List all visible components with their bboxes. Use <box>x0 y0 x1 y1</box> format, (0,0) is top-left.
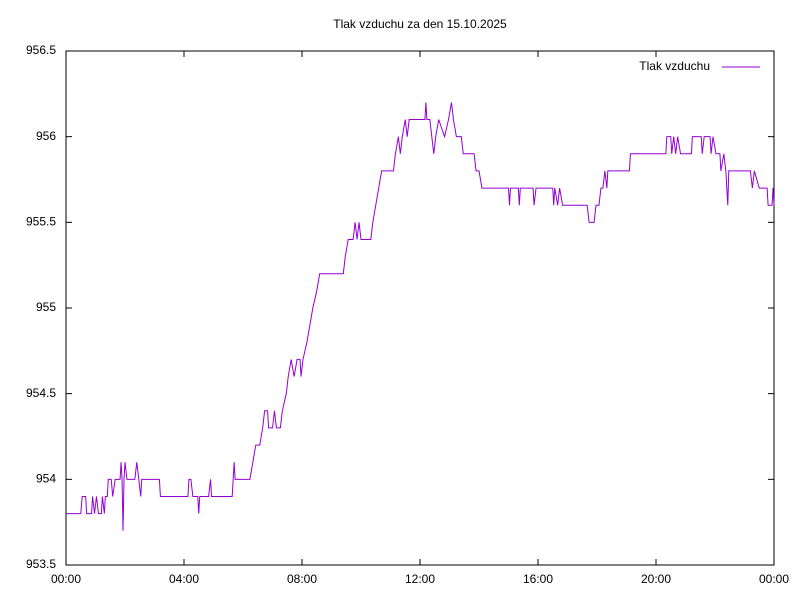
x-tick-label: 12:00 <box>405 572 435 586</box>
legend-label: Tlak vzduchu <box>639 59 710 73</box>
y-tick-label: 954.5 <box>26 386 56 400</box>
x-tick-label: 00:00 <box>759 572 789 586</box>
x-tick-label: 08:00 <box>287 572 317 586</box>
data-line <box>66 102 775 531</box>
y-tick-label: 955 <box>36 300 56 314</box>
x-tick-label: 16:00 <box>523 572 553 586</box>
y-tick-label: 953.5 <box>26 557 56 571</box>
chart-title: Tlak vzduchu za den 15.10.2025 <box>333 17 507 31</box>
y-tick-label: 954 <box>36 472 56 486</box>
y-tick-label: 956.5 <box>26 43 56 57</box>
y-tick-label: 955.5 <box>26 215 56 229</box>
x-tick-label: 00:00 <box>51 572 81 586</box>
x-tick-label: 04:00 <box>169 572 199 586</box>
y-tick-label: 956 <box>36 129 56 143</box>
x-tick-label: 20:00 <box>641 572 671 586</box>
